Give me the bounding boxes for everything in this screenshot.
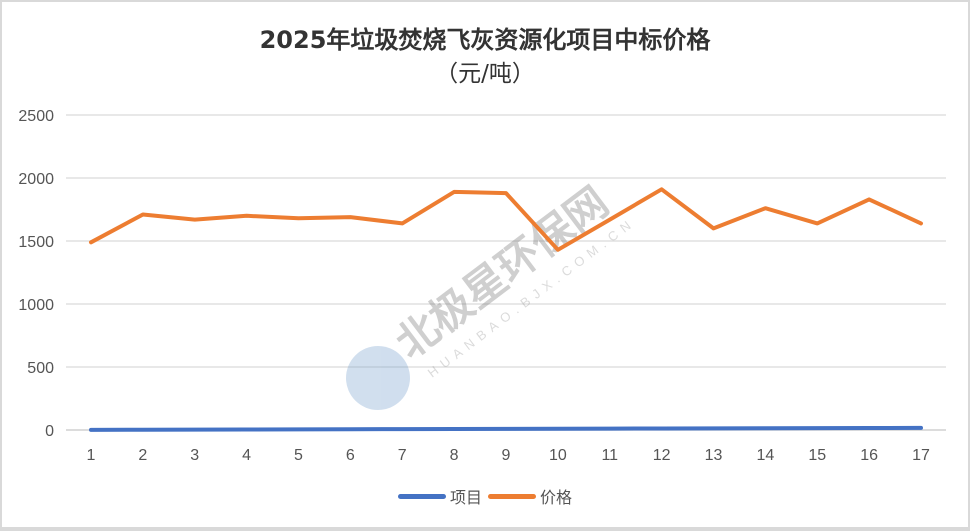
x-tick-label: 4 bbox=[242, 447, 251, 464]
x-tick-label: 14 bbox=[756, 447, 774, 464]
series-lines bbox=[89, 187, 923, 432]
series-line-价格 bbox=[89, 187, 923, 252]
x-tick-label: 6 bbox=[346, 447, 355, 464]
x-axis-labels: 1 2 3 4 5 6 7 8 9 10 11 12 13 14 15 16 17 bbox=[87, 447, 930, 464]
x-tick-label: 10 bbox=[549, 447, 567, 464]
y-tick-label: 500 bbox=[27, 360, 54, 377]
x-tick-label: 13 bbox=[705, 447, 723, 464]
y-tick-label: 2000 bbox=[18, 171, 54, 188]
x-tick-label: 12 bbox=[653, 447, 671, 464]
y-tick-label: 1500 bbox=[18, 234, 54, 251]
y-axis-labels: 0 500 1000 1500 2000 2500 bbox=[18, 108, 54, 440]
x-tick-label: 8 bbox=[450, 447, 459, 464]
watermark-text: 北极星环保网 bbox=[387, 178, 617, 367]
x-tick-label: 1 bbox=[87, 447, 96, 464]
chart-title: 2025年垃圾焚烧飞灰资源化项目中标价格 bbox=[259, 26, 711, 54]
x-tick-label: 15 bbox=[808, 447, 826, 464]
watermark-logo-icon bbox=[346, 346, 410, 410]
legend-label-price: 价格 bbox=[540, 488, 573, 507]
legend-label-project: 项目 bbox=[449, 488, 482, 507]
chart-subtitle: （元/吨） bbox=[435, 61, 535, 87]
legend-item-price[interactable]: 价格 bbox=[488, 484, 572, 508]
y-tick-label: 2500 bbox=[18, 108, 54, 125]
legend: 项目 价格 bbox=[0, 484, 970, 508]
x-tick-label: 7 bbox=[398, 447, 407, 464]
x-tick-label: 2 bbox=[138, 447, 147, 464]
x-tick-label: 3 bbox=[190, 447, 199, 464]
legend-swatch-price bbox=[488, 493, 536, 499]
legend-swatch-project bbox=[397, 493, 446, 499]
x-tick-label: 17 bbox=[912, 447, 930, 464]
y-tick-label: 0 bbox=[45, 423, 54, 440]
x-tick-label: 9 bbox=[502, 447, 511, 464]
x-tick-label: 11 bbox=[601, 447, 618, 464]
x-tick-label: 16 bbox=[860, 447, 878, 464]
series-line-项目 bbox=[89, 425, 923, 432]
legend-item-project[interactable]: 项目 bbox=[397, 484, 482, 508]
watermark: 北极星环保网 HUANBAO.BJX.COM.CN bbox=[346, 178, 638, 410]
x-tick-label: 5 bbox=[294, 447, 303, 464]
y-tick-label: 1000 bbox=[18, 297, 54, 314]
